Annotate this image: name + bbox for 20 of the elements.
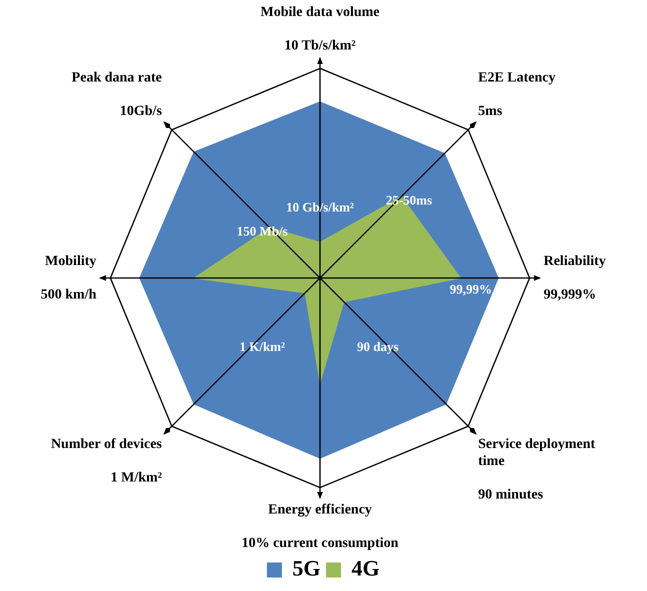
text: 10% current consumption [242,536,399,552]
text: 99,99% [450,281,492,296]
text: 1 M/km² [110,470,162,486]
text: 5ms [478,104,503,120]
text: 500 km/h [40,287,97,302]
text: 1 K/km² [239,339,285,354]
text: 99,999% [544,287,596,302]
spoke-label: Number of devices [50,437,162,452]
legend-label: 4G [352,556,380,581]
spoke-label: Mobility [45,254,96,269]
text: 10Gb/s [120,104,162,120]
spoke-label: E2E Latency [478,70,556,86]
spoke-label: Reliability [544,254,606,269]
text: 90 minutes [478,488,544,503]
legend-label: 5G [292,556,321,581]
spoke-label: Energy efficiency [268,502,372,518]
text: 10 Tb/s/km² [284,38,356,54]
spoke-label: Mobile data volume [260,5,380,20]
spoke-label: Peak dana rate [72,70,162,86]
spoke-label: Service deployment time [478,437,596,469]
